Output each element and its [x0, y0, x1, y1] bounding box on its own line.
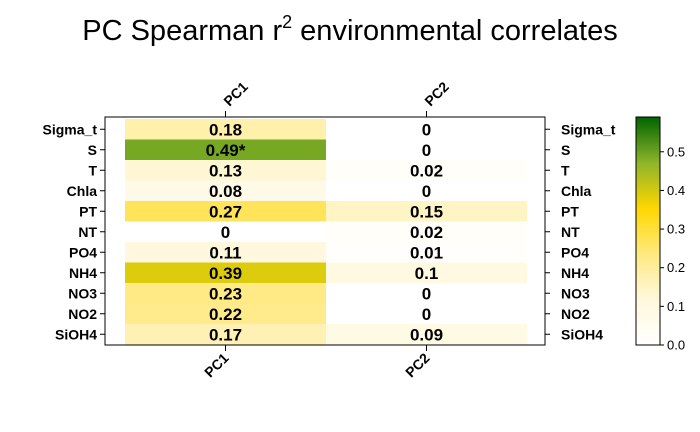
y-tick-label-left-no2: NO2: [68, 306, 97, 322]
heatmap-cell-sigma_t-pc2: [326, 119, 527, 140]
heatmap-cell-s-pc2: [326, 139, 527, 161]
colorbar-gradient: [636, 117, 660, 345]
heatmap-cell-pt-pc2: [326, 201, 527, 222]
y-tick-label-left-no3: NO3: [68, 285, 97, 301]
cell-label-sigma_t-pc1: 0.18: [209, 120, 242, 139]
heatmap-cells: 0.18 00.49* 00.13 0.020.08 00.27 0.150 0.020.1…: [125, 119, 527, 345]
y-tick-label-left-sigma_t: Sigma_t: [43, 121, 98, 137]
heatmap-cell-sigma_t-pc1: [125, 119, 326, 140]
heatmap-cell-chla-pc2: [326, 180, 527, 202]
y-tick-label-left-sioh4: SiOH4: [55, 326, 97, 342]
heatmap-cell-no2-pc2: [326, 303, 527, 325]
heatmap-cell-nh4-pc2: [326, 262, 527, 284]
cell-label-t-pc1: 0.13: [209, 161, 242, 180]
y-tick-label-left-chla: Chla: [67, 183, 98, 199]
heatmap-cell-s-pc1: [125, 139, 326, 161]
cell-label-no2-pc1: 0.22: [209, 305, 242, 324]
colorbar-tick-label-2: 0.2: [667, 260, 685, 275]
colorbar-tick-label-0: 0.0: [667, 338, 685, 353]
chart-title-main: PC Spearman r: [82, 15, 282, 47]
y-tick-label-left-s: S: [88, 142, 97, 158]
cell-label-pt-pc1: 0.27: [209, 202, 242, 221]
colorbar-tick-label-5: 0.5: [667, 144, 685, 159]
heatmap-cell-pt-pc1: [125, 201, 326, 222]
heatmap-cell-po4-pc2: [326, 242, 527, 263]
cell-label-no3-pc1: 0.23: [209, 284, 242, 303]
heatmap-cell-no2-pc1: [125, 303, 326, 325]
y-tick-label-left-t: T: [88, 162, 97, 178]
cell-label-nt-pc2: 0.02: [410, 223, 443, 242]
heatmap-cell-sioh4-pc1: [125, 324, 326, 345]
heatmap-cell-nt-pc2: [326, 221, 527, 243]
y-tick-label-right-chla: Chla: [561, 183, 592, 199]
heatmap-cell-t-pc2: [326, 160, 527, 181]
y-tick-label-left-po4: PO4: [69, 244, 97, 260]
colorbar-tick-label-3: 0.3: [667, 222, 685, 237]
panel-frame: [104, 116, 546, 346]
colorbar: 0.0 0.1 0.2 0.3 0.4 0.5: [635, 116, 685, 353]
cell-label-t-pc2: 0.02: [410, 161, 443, 180]
x-tick-label-top-pc2: PC2: [421, 78, 452, 109]
cell-label-po4-pc2: 0.01: [410, 243, 443, 262]
cell-label-nh4-pc1: 0.39: [209, 264, 242, 283]
heatmap-cell-no3-pc2: [326, 283, 527, 304]
cell-label-sioh4-pc2: 0.09: [410, 325, 443, 344]
cell-label-po4-pc1: 0.11: [209, 243, 241, 262]
heatmap-cell-nt-pc1: [125, 221, 326, 243]
heatmap-cell-sioh4-pc2: [326, 324, 527, 345]
y-tick-label-right-t: T: [561, 162, 570, 178]
heatmap-cell-po4-pc1: [125, 242, 326, 263]
cell-label-pt-pc2: 0.15: [410, 202, 443, 221]
chart-title: PC Spearman r2 environmental correlates: [82, 12, 617, 47]
cell-label-s-pc2: 0: [422, 141, 431, 160]
y-tick-label-left-nt: NT: [78, 224, 97, 240]
y-tick-label-left-nh4: NH4: [69, 265, 97, 281]
chart-title-superscript: 2: [282, 12, 292, 32]
y-tick-label-right-sigma_t: Sigma_t: [561, 121, 616, 137]
cell-label-sioh4-pc1: 0.17: [209, 325, 242, 344]
x-tick-label-bottom-pc1: PC1: [201, 350, 232, 381]
colorbar-frame: [635, 116, 661, 346]
chart-title-rest: environmental correlates: [292, 15, 618, 47]
heatmap-cell-no3-pc1: [125, 283, 326, 304]
y-tick-label-right-nt: NT: [561, 224, 580, 240]
x-tick-label-bottom-pc2: PC2: [402, 350, 433, 381]
x-tick-label-top-pc1: PC1: [220, 78, 251, 109]
cell-label-no2-pc2: 0: [422, 305, 431, 324]
cell-label-s-pc1: 0.49*: [206, 141, 246, 160]
y-tick-label-right-no2: NO2: [561, 306, 590, 322]
cell-label-sigma_t-pc2: 0: [422, 120, 431, 139]
y-tick-label-right-po4: PO4: [561, 244, 589, 260]
colorbar-tick-label-4: 0.4: [667, 183, 685, 198]
colorbar-tick-label-1: 0.1: [667, 299, 685, 314]
y-tick-label-right-sioh4: SiOH4: [561, 326, 603, 342]
heatmap-cell-chla-pc1: [125, 180, 326, 202]
cell-label-no3-pc2: 0: [422, 284, 431, 303]
y-tick-label-right-no3: NO3: [561, 285, 590, 301]
heatmap-cell-t-pc1: [125, 160, 326, 181]
y-tick-label-left-pt: PT: [79, 203, 97, 219]
cell-label-nt-pc1: 0: [221, 223, 230, 242]
cell-label-chla-pc2: 0: [422, 182, 431, 201]
heatmap-cell-nh4-pc1: [125, 262, 326, 284]
y-tick-label-right-s: S: [561, 142, 570, 158]
y-tick-label-right-nh4: NH4: [561, 265, 589, 281]
y-tick-label-right-pt: PT: [561, 203, 579, 219]
cell-label-chla-pc1: 0.08: [209, 182, 242, 201]
cell-label-nh4-pc2: 0.1: [415, 264, 439, 283]
